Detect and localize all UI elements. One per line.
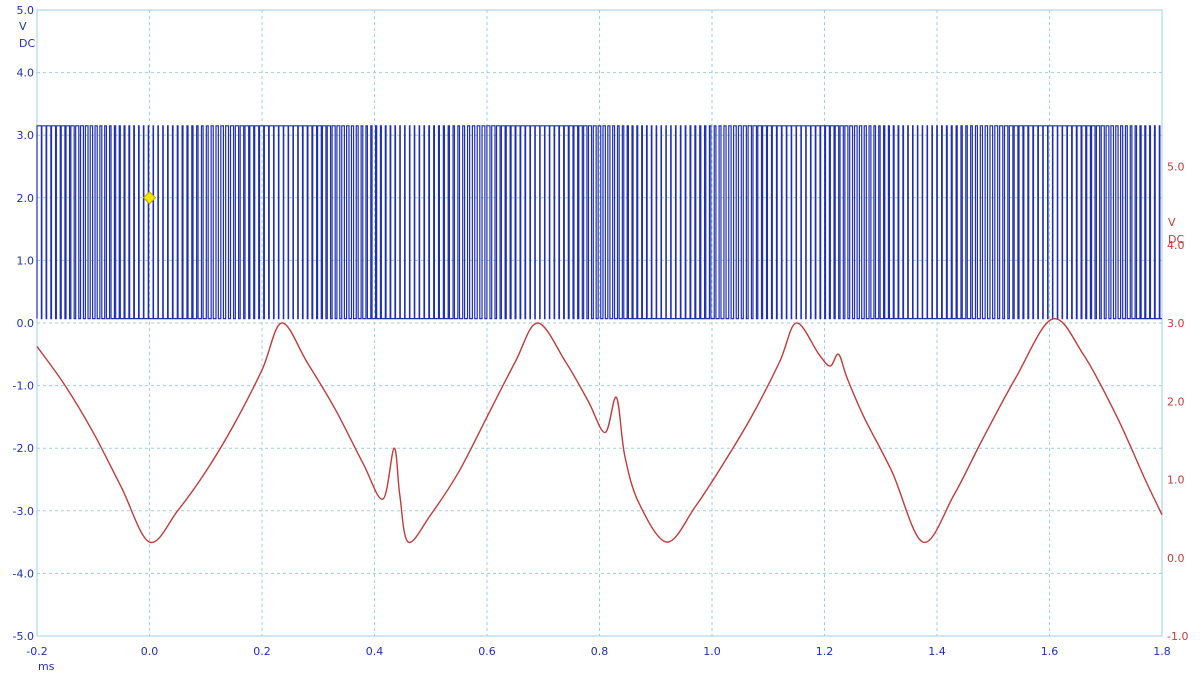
left-tick-label: -4.0 (13, 567, 34, 580)
series (36, 125, 1163, 544)
left-tick-label: -2.0 (13, 442, 34, 455)
left-axis-coupling: DC (19, 37, 35, 50)
right-tick-label: 2.0 (1167, 395, 1185, 408)
left-tick-label: 2.0 (17, 192, 35, 205)
left-tick-label: 1.0 (17, 254, 35, 267)
right-axis: V DC 5.0 4.0 3.0 2.0 1.0 0.0 -1.0 (1167, 161, 1188, 644)
pwm-trace-blue (36, 125, 1162, 320)
analog-trace-red (36, 318, 1163, 544)
left-axis-unit: V (19, 20, 27, 33)
grid (36, 9, 1163, 637)
right-tick-label: 5.0 (1167, 161, 1185, 174)
x-tick-label: 0.6 (478, 645, 496, 658)
x-tick-label: 0.2 (253, 645, 271, 658)
right-tick-label: 3.0 (1167, 317, 1185, 330)
left-tick-label: 0.0 (17, 317, 35, 330)
left-tick-label: -5.0 (13, 630, 34, 643)
x-tick-label: 1.0 (703, 645, 721, 658)
right-axis-coupling: DC (1168, 233, 1184, 246)
right-tick-label: -1.0 (1167, 630, 1188, 643)
annotations (142, 191, 157, 205)
x-tick-label: 1.2 (816, 645, 834, 658)
right-axis-unit: V (1168, 216, 1176, 229)
left-tick-label: 4.0 (17, 67, 35, 80)
x-tick-label: 0.4 (366, 645, 384, 658)
x-tick-label: 0.0 (141, 645, 159, 658)
x-tick-label: 1.8 (1153, 645, 1171, 658)
right-tick-label: 0.0 (1167, 552, 1185, 565)
trigger-marker-diamond[interactable] (142, 191, 157, 205)
left-axis: V DC 5.0 4.0 3.0 2.0 1.0 0.0 -1.0 -2.0 -3.0 -4.0 -… (13, 4, 36, 643)
right-tick-label: 1.0 (1167, 474, 1185, 487)
left-tick-label: -1.0 (13, 380, 34, 393)
left-tick-label: 5.0 (17, 4, 35, 17)
left-tick-label: -3.0 (13, 505, 34, 518)
right-tick-label: 4.0 (1167, 239, 1185, 252)
x-tick-label: 1.6 (1041, 645, 1059, 658)
x-axis-unit: ms (38, 660, 55, 673)
x-axis: ms -0.2 0.0 0.2 0.4 0.6 0.8 1.0 1.2 1.4 1.6 1.8 (26, 645, 1170, 673)
x-tick-label: 0.8 (591, 645, 609, 658)
x-tick-label: -0.2 (26, 645, 47, 658)
left-tick-label: 3.0 (17, 129, 35, 142)
x-tick-label: 1.4 (928, 645, 946, 658)
